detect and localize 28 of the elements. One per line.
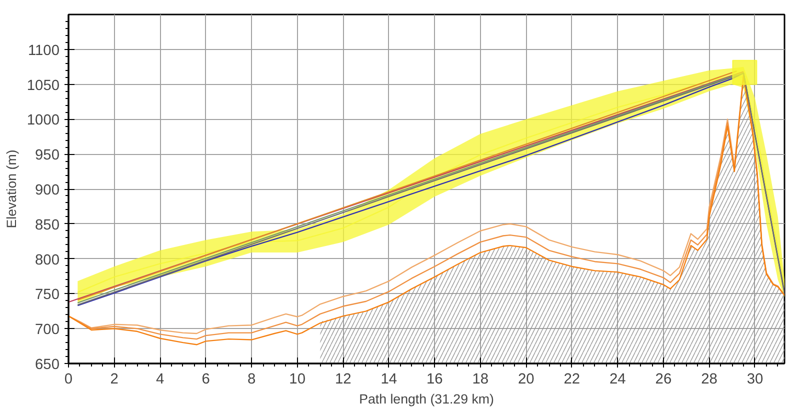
x-axis-title: Path length (31.29 km) [359,392,494,406]
y-tick-label: 800 [35,252,60,268]
y-tick-label: 850 [35,217,60,234]
y-tick-label: 650 [35,357,60,373]
y-tick-label: 750 [35,287,60,304]
y-tick-label: 1050 [26,78,60,94]
x-tick-label: 16 [426,372,443,388]
x-tick-label: 24 [610,372,626,388]
y-axis-title: Elevation (m) [4,150,19,228]
y-tick-label: 700 [35,322,60,338]
x-tick-label: 6 [202,372,210,388]
x-tick-label: 14 [380,372,398,388]
x-tick-label: 30 [746,372,764,388]
x-tick-label: 12 [334,372,352,388]
x-tick-label: 18 [472,372,489,388]
x-tick-label: 0 [64,372,73,388]
x-tick-label: 2 [110,372,118,388]
y-tick-label: 900 [35,182,60,198]
y-tick-label: 950 [35,148,60,164]
x-tick-label: 22 [564,372,580,388]
x-tick-label: 8 [247,372,256,388]
y-tick-label: 1000 [26,112,60,129]
x-tick-label: 28 [701,372,718,388]
x-tick-label: 20 [518,372,534,388]
x-tick-label: 10 [289,372,306,388]
x-tick-label: 26 [655,372,672,388]
x-tick-label: 4 [156,372,164,388]
y-tick-label: 1100 [28,42,60,59]
